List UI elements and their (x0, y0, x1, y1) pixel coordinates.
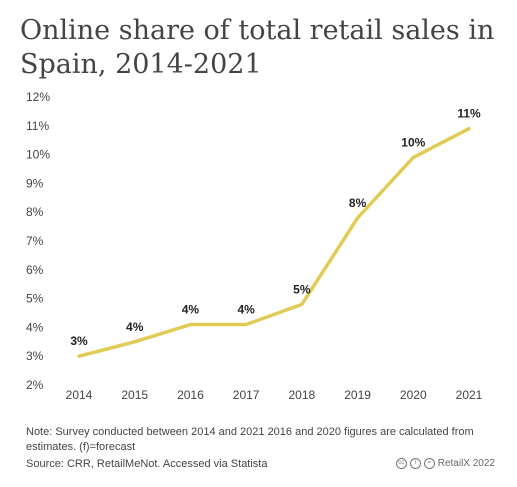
data-label: 5% (293, 282, 311, 296)
data-label: 4% (126, 320, 144, 334)
data-label: 4% (237, 303, 255, 317)
y-tick-label: 11% (26, 119, 49, 133)
cc-icon: cc (395, 458, 407, 469)
x-tick-label: 2021 (456, 388, 483, 402)
by-icon: i (409, 458, 421, 469)
y-tick-label: 5% (26, 292, 44, 306)
line-chart: 2% 3% 4% 5% 6% 7% 8% 9% 10% 11% 12% 2014 2015 2016 201… (26, 90, 483, 402)
y-tick-label: 6% (26, 263, 44, 277)
series-line (77, 126, 471, 358)
data-label: 11% (457, 107, 481, 121)
brand-credit: cc i = RetailX 2022 (395, 458, 495, 469)
x-tick-label: 2017 (233, 388, 260, 402)
chart-note: Note: Survey conducted between 2014 and … (26, 426, 474, 453)
chart-title: Online share of total retail sales in Sp… (20, 15, 495, 80)
y-tick-label: 2% (26, 378, 44, 392)
x-tick-label: 2019 (344, 388, 371, 402)
data-label: 10% (401, 135, 425, 149)
x-tick-label: 2018 (289, 388, 316, 402)
data-label: 3% (70, 334, 88, 348)
data-label: 4% (182, 303, 200, 317)
x-tick-label: 2016 (177, 388, 204, 402)
y-tick-label: 3% (26, 349, 44, 363)
y-tick-label: 7% (26, 234, 44, 248)
x-tick-label: 2014 (66, 388, 93, 402)
y-tick-label: 8% (26, 205, 44, 219)
y-tick-label: 10% (26, 148, 50, 162)
equals-icon: = (423, 458, 435, 469)
brand-name: RetailX 2022 (437, 458, 495, 469)
chart-source: Source: CRR, RetailMeNot. Accessed via S… (26, 458, 268, 470)
data-label: 8% (349, 196, 367, 210)
y-tick-label: 9% (26, 176, 44, 190)
y-tick-label: 4% (26, 320, 44, 334)
x-tick-label: 2015 (121, 388, 148, 402)
x-tick-label: 2020 (400, 388, 427, 402)
y-tick-label: 12% (26, 90, 50, 104)
